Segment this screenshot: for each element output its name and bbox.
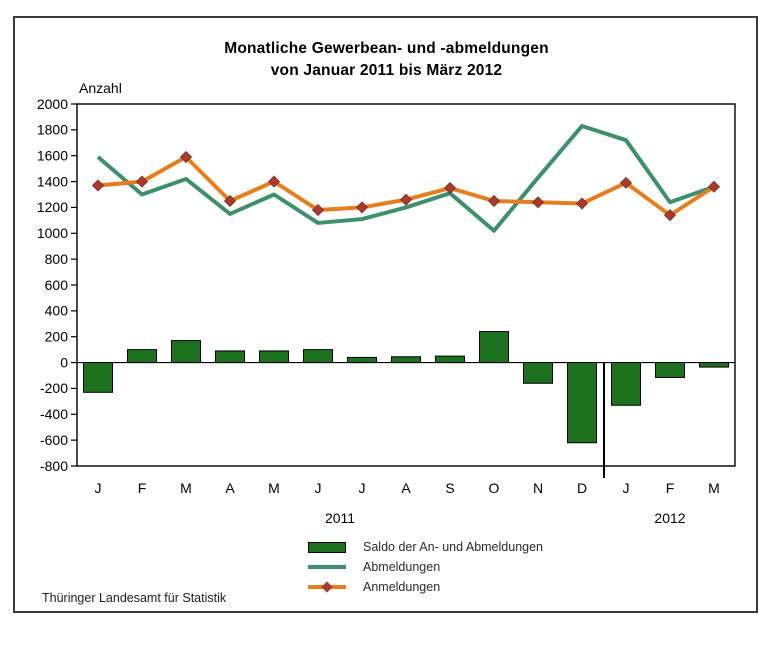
figure-border: [13, 16, 758, 613]
plot-frame: [76, 103, 736, 467]
y-axis-unit-label: Anzahl: [79, 80, 122, 96]
diamond-marker-icon: [321, 581, 333, 593]
anmeldungen-marker: [531, 196, 545, 209]
y-axis-tick-label: 200: [45, 329, 69, 345]
year-label: 2011: [325, 510, 355, 526]
anmeldungen-marker: [311, 203, 325, 217]
anmeldungen-marker: [135, 175, 149, 188]
y-axis-tick-label: 0: [60, 354, 68, 370]
month-label: J: [95, 480, 102, 496]
saldo-bar: [391, 356, 421, 364]
saldo-bar-swatch: [308, 541, 346, 553]
month-label: A: [401, 480, 411, 496]
month-label: M: [180, 480, 192, 496]
y-axis-tick-label: -200: [40, 380, 68, 396]
legend-item-saldo: Saldo der An- und Abmeldungen: [308, 537, 543, 557]
year-label: 2012: [654, 510, 685, 526]
legend-label-abmeldungen: Abmeldungen: [363, 560, 441, 574]
source-note: Thüringer Landesamt für Statistik: [42, 591, 227, 605]
y-axis-tick-label: -600: [40, 432, 68, 448]
line-swatch-icon: [308, 565, 346, 569]
month-label: J: [623, 480, 630, 496]
month-label: N: [533, 480, 543, 496]
abmeldungen-line: [96, 123, 715, 233]
month-label: S: [445, 480, 454, 496]
anmeldungen-marker: [399, 193, 413, 206]
anmeldungen-marker: [663, 209, 677, 222]
anmeldungen-line-swatch: [308, 581, 346, 593]
anmeldungen-marker: [575, 197, 589, 210]
saldo-bar: [83, 362, 113, 393]
saldo-bar: [655, 362, 685, 378]
chart-title: Monatliche Gewerbean- und -abmeldungen v…: [13, 38, 760, 82]
month-label: J: [359, 480, 366, 496]
legend-item-anmeldungen: Anmeldungen: [308, 577, 543, 597]
saldo-bar: [215, 350, 245, 364]
y-axis-tick-label: -800: [40, 458, 68, 474]
saldo-bar: [567, 362, 597, 444]
anmeldungen-marker: [443, 181, 457, 195]
abmeldungen-line-swatch: [308, 565, 346, 569]
month-label: F: [138, 480, 147, 496]
month-label: D: [577, 480, 587, 496]
y-axis-tick-label: 1400: [37, 173, 68, 189]
legend-item-abmeldungen: Abmeldungen: [308, 557, 543, 577]
anmeldungen-marker: [707, 180, 721, 193]
month-label: M: [708, 480, 720, 496]
y-axis-tick-label: -400: [40, 406, 68, 422]
anmeldungen-marker: [179, 150, 193, 164]
chart-title-line2: von Januar 2011 bis März 2012: [270, 62, 503, 79]
saldo-bar: [699, 362, 729, 368]
anmeldungen-marker: [355, 201, 369, 214]
saldo-bar: [479, 331, 509, 364]
month-label: F: [666, 480, 675, 496]
y-axis-tick-label: 1200: [37, 199, 68, 215]
anmeldungen-marker: [223, 194, 237, 208]
bar-swatch-icon: [308, 541, 346, 553]
y-axis-tick-label: 800: [45, 251, 69, 267]
anmeldungen-marker: [267, 175, 281, 188]
legend-label-saldo: Saldo der An- und Abmeldungen: [363, 540, 543, 554]
chart-title-line1: Monatliche Gewerbean- und -abmeldungen: [224, 40, 549, 57]
saldo-bar: [347, 356, 377, 364]
y-axis-tick-label: 600: [45, 277, 69, 293]
y-axis-tick-label: 1000: [37, 225, 68, 241]
saldo-bar: [259, 350, 289, 364]
saldo-bar: [435, 355, 465, 364]
saldo-bar: [523, 362, 553, 384]
y-axis-tick-label: 2000: [37, 96, 68, 112]
saldo-bar: [611, 362, 641, 406]
saldo-bar: [303, 349, 333, 364]
y-axis-tick-label: 1800: [37, 122, 68, 138]
y-axis-tick-label: 1600: [37, 148, 68, 164]
month-label: A: [225, 480, 235, 496]
legend-label-anmeldungen: Anmeldungen: [363, 580, 441, 594]
month-label: M: [268, 480, 280, 496]
anmeldungen-marker: [619, 176, 633, 189]
anmeldungen-marker: [91, 179, 105, 192]
y-axis-tick-label: 400: [45, 303, 69, 319]
month-label: O: [489, 480, 500, 496]
legend: Saldo der An- und Abmeldungen Abmeldunge…: [308, 537, 543, 597]
month-label: J: [315, 480, 322, 496]
anmeldungen-marker: [487, 194, 501, 208]
saldo-bar: [127, 349, 157, 364]
saldo-bar: [171, 340, 201, 364]
